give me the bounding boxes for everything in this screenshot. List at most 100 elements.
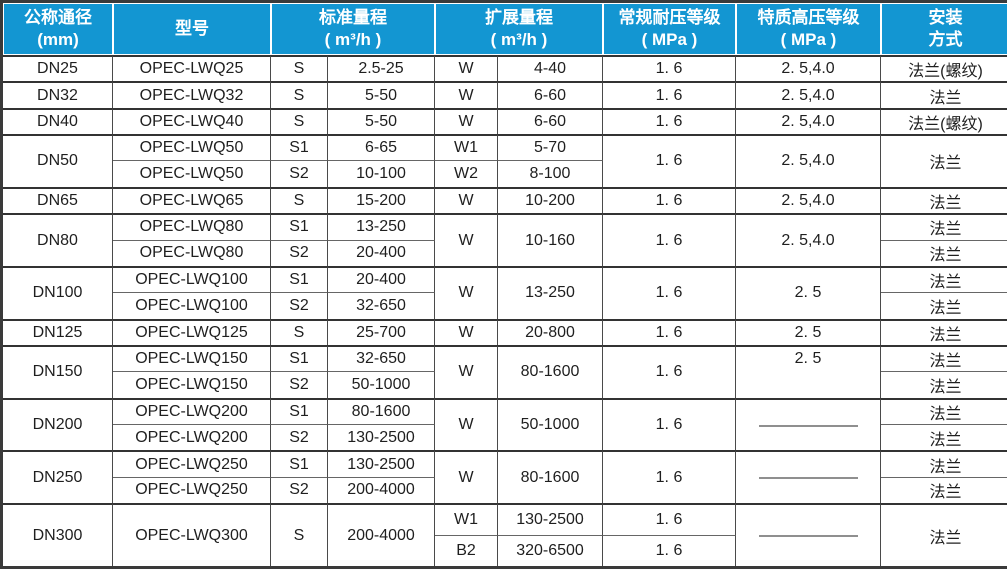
table-row: DN50 OPEC-LWQ50 S1 6-65 W1 5-70 1. 6 2. 5,4.0 法兰 xyxy=(3,134,1007,187)
model-cell: OPEC-LWQ50 xyxy=(113,160,271,187)
installation-cell: 法兰 xyxy=(881,239,1007,266)
extended-range-value-cell: 130-2500 xyxy=(498,503,603,535)
extended-range-code-cell: W1 xyxy=(435,503,498,535)
extended-range-value-cell: 13-250 xyxy=(498,265,603,319)
extended-range-value-cell: 10-160 xyxy=(498,213,603,266)
model-cell: OPEC-LWQ200 xyxy=(113,424,271,451)
extended-range-code-cell: W xyxy=(435,450,498,504)
header-standard-range-line: 标准量程 xyxy=(319,8,387,28)
standard-range-value-cell: 200-4000 xyxy=(328,476,435,504)
high-pressure-rating-cell: ——————— xyxy=(736,397,881,451)
standard-range-value-cell: 32-650 xyxy=(328,344,435,372)
extended-range-code-cell: W1 xyxy=(435,134,498,161)
installation-cell: 法兰 xyxy=(881,344,1007,371)
header-installation: 安装 方式 xyxy=(881,3,1007,55)
nominal-diameter-cell: DN300 xyxy=(3,503,113,566)
high-pressure-rating-cell: 2. 5,4.0 xyxy=(736,81,881,108)
installation-cell: 法兰 xyxy=(881,397,1007,424)
header-nominal-diameter: 公称通径 (mm) xyxy=(3,3,113,55)
extended-range-code-cell: W xyxy=(435,344,498,398)
table-row: OPEC-LWQ200 S2 130-2500 法兰 xyxy=(3,424,1007,451)
header-standard-range-line: ( m³/h ) xyxy=(324,30,382,49)
model-cell: OPEC-LWQ250 xyxy=(113,450,271,477)
model-cell: OPEC-LWQ80 xyxy=(113,239,271,266)
nominal-diameter-cell: DN150 xyxy=(3,344,113,398)
pressure-rating-cell: 1. 6 xyxy=(603,81,736,108)
pressure-rating-cell: 1. 6 xyxy=(603,318,736,345)
standard-range-value-cell: 20-400 xyxy=(328,265,435,293)
extended-range-value-cell: 5-70 xyxy=(498,134,603,161)
header-extended-range: 扩展量程 ( m³/h ) xyxy=(435,3,603,55)
installation-cell: 法兰 xyxy=(881,265,1007,292)
extended-range-code-cell: W xyxy=(435,213,498,266)
high-pressure-rating-cell: 2. 5 xyxy=(736,265,881,319)
header-standard-range: 标准量程 ( m³/h ) xyxy=(271,3,435,55)
installation-cell: 法兰 xyxy=(881,81,1007,107)
table-row: DN40 OPEC-LWQ40 S 5-50 W 6-60 1. 6 2. 5,4.0 法兰(螺… xyxy=(3,107,1007,135)
pressure-rating-cell: 1. 6 xyxy=(603,503,736,535)
standard-range-code-cell: S2 xyxy=(271,160,328,187)
standard-range-value-cell: 13-250 xyxy=(328,213,435,240)
extended-range-code-cell: W xyxy=(435,55,498,82)
high-pressure-rating-cell: 2. 5,4.0 xyxy=(736,186,881,214)
nominal-diameter-cell: DN200 xyxy=(3,397,113,451)
header-installation-line: 方式 xyxy=(928,30,963,49)
installation-cell: 法兰(螺纹) xyxy=(881,55,1007,81)
pressure-rating-cell: 1. 6 xyxy=(603,107,736,135)
pressure-rating-cell: 1. 6 xyxy=(603,265,736,319)
header-extended-range-line: ( m³/h ) xyxy=(490,30,548,49)
extended-range-code-cell: W2 xyxy=(435,160,498,187)
header-pressure-rating: 常规耐压等级 ( MPa ) xyxy=(603,3,736,55)
installation-cell: 法兰 xyxy=(881,476,1007,503)
high-pressure-rating-cell: ——————— xyxy=(736,503,881,566)
pressure-rating-cell: 1. 6 xyxy=(603,186,736,214)
table-row: DN25 OPEC-LWQ25 S 2.5-25 W 4-40 1. 6 2. 5,4.0 法兰… xyxy=(3,55,1007,82)
model-cell: OPEC-LWQ100 xyxy=(113,265,271,293)
header-pressure-rating-line: ( MPa ) xyxy=(641,30,698,49)
standard-range-code-cell: S xyxy=(271,503,328,566)
extended-range-code-cell: W xyxy=(435,318,498,345)
installation-cell: 法兰 xyxy=(881,503,1007,566)
model-cell: OPEC-LWQ250 xyxy=(113,476,271,504)
installation-cell: 法兰(螺纹) xyxy=(881,107,1007,134)
nominal-diameter-cell: DN80 xyxy=(3,213,113,266)
header-high-pressure-rating: 特质高压等级 ( MPa ) xyxy=(736,3,881,55)
extended-range-value-cell: 80-1600 xyxy=(498,344,603,398)
model-cell: OPEC-LWQ32 xyxy=(113,81,271,108)
installation-cell: 法兰 xyxy=(881,450,1007,476)
pressure-rating-cell: 1. 6 xyxy=(603,344,736,398)
standard-range-value-cell: 25-700 xyxy=(328,318,435,345)
standard-range-value-cell: 15-200 xyxy=(328,186,435,214)
standard-range-code-cell: S1 xyxy=(271,134,328,161)
nominal-diameter-cell: DN40 xyxy=(3,107,113,135)
standard-range-code-cell: S xyxy=(271,186,328,214)
extended-range-value-cell: 20-800 xyxy=(498,318,603,345)
extended-range-value-cell: 320-6500 xyxy=(498,534,603,566)
standard-range-code-cell: S xyxy=(271,81,328,108)
standard-range-code-cell: S2 xyxy=(271,424,328,451)
standard-range-value-cell: 80-1600 xyxy=(328,397,435,425)
model-cell: OPEC-LWQ150 xyxy=(113,371,271,398)
model-cell: OPEC-LWQ40 xyxy=(113,107,271,135)
installation-cell: 法兰 xyxy=(881,424,1007,450)
standard-range-value-cell: 20-400 xyxy=(328,239,435,266)
standard-range-code-cell: S2 xyxy=(271,476,328,504)
model-cell: OPEC-LWQ25 xyxy=(113,55,271,82)
nominal-diameter-cell: DN65 xyxy=(3,186,113,214)
extended-range-value-cell: 50-1000 xyxy=(498,397,603,451)
standard-range-code-cell: S2 xyxy=(271,239,328,266)
table-row: DN125 OPEC-LWQ125 S 25-700 W 20-800 1. 6 2. 5 法兰 xyxy=(3,318,1007,345)
standard-range-value-cell: 6-65 xyxy=(328,134,435,161)
high-pressure-rating-cell: ——————— xyxy=(736,450,881,504)
table-row: DN150 OPEC-LWQ150 S1 32-650 W 80-1600 1. 6 2. 5… xyxy=(3,344,1007,398)
table-row: OPEC-LWQ80 S2 20-400 法兰 xyxy=(3,239,1007,266)
standard-range-code-cell: S1 xyxy=(271,450,328,477)
extended-range-value-cell: 6-60 xyxy=(498,107,603,135)
model-cell: OPEC-LWQ150 xyxy=(113,344,271,372)
model-cell: OPEC-LWQ100 xyxy=(113,292,271,319)
standard-range-code-cell: S1 xyxy=(271,397,328,425)
extended-range-value-cell: 80-1600 xyxy=(498,450,603,504)
header-extended-range-line: 扩展量程 xyxy=(485,8,553,28)
